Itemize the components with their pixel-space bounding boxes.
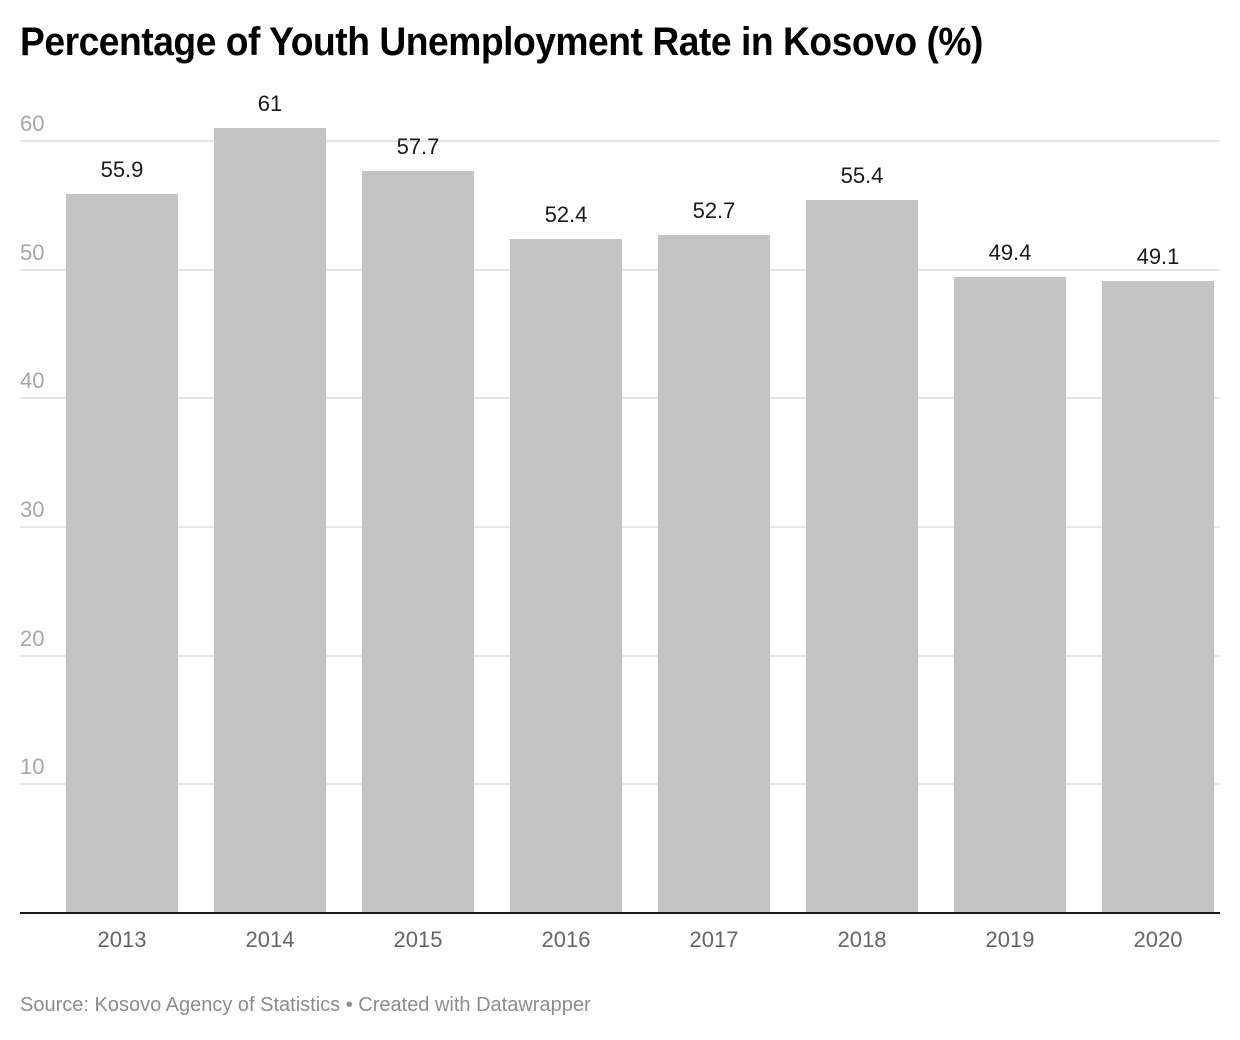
x-tick-label: 2017 <box>689 927 739 952</box>
bar-2016[interactable] <box>510 238 622 913</box>
x-tick-label: 2020 <box>1133 927 1183 952</box>
y-tick-label: 60 <box>20 111 45 136</box>
x-tick-label: 2014 <box>245 927 295 952</box>
y-tick-label: 40 <box>20 368 45 394</box>
value-label: 57.7 <box>396 133 440 159</box>
x-axis-line <box>20 912 1220 914</box>
x-tick-label: 2019 <box>985 927 1035 952</box>
bar-2015[interactable] <box>362 170 474 913</box>
value-label: 55.9 <box>100 156 144 182</box>
y-tick-label: 10 <box>20 754 45 780</box>
value-label: 52.4 <box>544 201 588 227</box>
bar-2018[interactable] <box>806 200 918 913</box>
value-label: 61 <box>257 91 283 117</box>
x-tick-label: 2013 <box>97 927 147 952</box>
value-label: 49.1 <box>1136 244 1180 270</box>
bar-2020[interactable] <box>1102 281 1214 913</box>
y-tick-label: 50 <box>20 239 45 265</box>
bar-2017[interactable] <box>658 234 770 913</box>
value-label: 52.7 <box>692 197 736 223</box>
x-tick-label: 2015 <box>393 927 443 952</box>
gridline <box>20 140 1220 142</box>
bar-2019[interactable] <box>954 277 1066 913</box>
x-tick-label: 2016 <box>541 927 591 952</box>
value-label: 49.4 <box>988 240 1032 266</box>
value-label: 55.4 <box>840 163 884 189</box>
source-footer: Source: Kosovo Agency of Statistics • Cr… <box>20 994 591 1016</box>
y-tick-label: 20 <box>20 625 45 651</box>
x-tick-label: 2018 <box>837 927 887 952</box>
bar-2013[interactable] <box>66 193 178 913</box>
y-tick-label: 30 <box>20 497 45 522</box>
chart-title: Percentage of Youth Unemployment Rate in… <box>20 20 983 64</box>
bar-2014[interactable] <box>214 128 326 913</box>
